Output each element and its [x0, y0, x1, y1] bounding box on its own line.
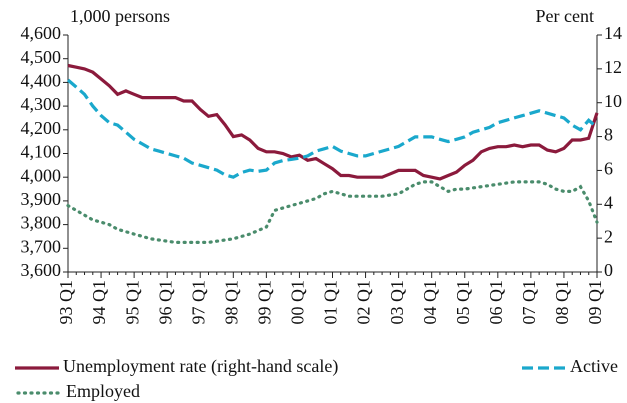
x-tick-label: 04 Q1: [420, 280, 440, 325]
y-tick-label: 3,700: [21, 236, 62, 256]
y2-tick-label: 14: [604, 23, 622, 43]
x-tick-label: 94 Q1: [89, 280, 109, 325]
x-tick-label: 08 Q1: [552, 280, 572, 325]
x-tick-label: 97 Q1: [188, 280, 208, 325]
x-tick-label: 09 Q1: [585, 280, 605, 325]
y-tick-label: 4,600: [21, 23, 62, 43]
y2-tick-label: 0: [604, 260, 613, 280]
x-tick-label: 01 Q1: [321, 280, 341, 325]
y-tick-label: 4,400: [21, 71, 62, 91]
y-tick-label: 4,100: [21, 142, 62, 162]
x-tick-label: 96 Q1: [155, 280, 175, 325]
series-line: [66, 180, 599, 244]
y2-tick-label: 2: [604, 226, 613, 246]
x-tick-label: 02 Q1: [354, 280, 374, 325]
y2-tick-label: 10: [604, 91, 622, 111]
y2-tick-label: 6: [604, 159, 613, 179]
legend-label: Active: [570, 356, 618, 376]
y-tick-label: 3,600: [21, 260, 62, 280]
x-tick-label: 98 Q1: [221, 280, 241, 325]
x-tick-label: 95 Q1: [122, 280, 142, 325]
x-tick-label: 99 Q1: [255, 280, 275, 325]
y-tick-label: 4,300: [21, 94, 62, 114]
x-tick-label: 05 Q1: [453, 280, 473, 325]
y-axis-label: 1,000 persons: [70, 6, 170, 26]
legend-label: Employed: [66, 381, 140, 401]
x-tick-label: 93 Q1: [56, 280, 76, 325]
y-tick-label: 3,900: [21, 189, 62, 209]
y-tick-label: 4,500: [21, 47, 62, 67]
series-line: [66, 78, 599, 179]
y-tick-label: 4,200: [21, 118, 62, 138]
x-tick-label: 07 Q1: [519, 280, 539, 325]
y2-tick-label: 8: [604, 125, 613, 145]
x-tick-label: 03 Q1: [387, 280, 407, 325]
y2-tick-label: 12: [604, 57, 622, 77]
y2-axis-label: Per cent: [536, 6, 594, 26]
y2-tick-label: 4: [604, 192, 613, 212]
y-tick-label: 4,000: [21, 165, 62, 185]
x-tick-label: 06 Q1: [486, 280, 506, 325]
legend-label: Unemployment rate (right-hand scale): [63, 356, 338, 377]
series-line: [67, 63, 599, 181]
x-tick-label: 00 Q1: [288, 280, 308, 325]
y-tick-label: 3,800: [21, 213, 62, 233]
